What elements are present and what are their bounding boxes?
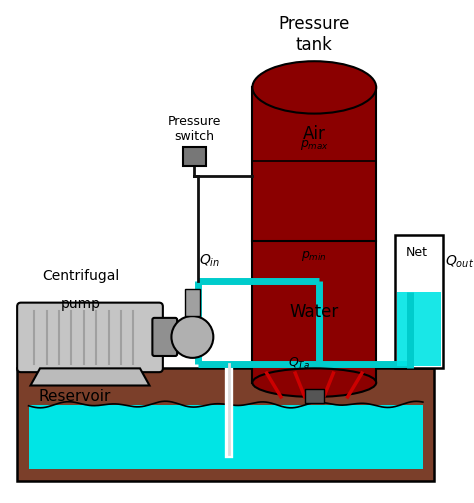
Text: pump: pump <box>61 297 101 311</box>
Text: Water: Water <box>290 303 339 321</box>
Text: Air: Air <box>303 125 326 143</box>
Text: $p_{min}$: $p_{min}$ <box>301 248 327 263</box>
Bar <box>183 147 206 166</box>
Text: Centrifugal: Centrifugal <box>42 269 119 283</box>
Text: $Q_{in}$: $Q_{in}$ <box>199 253 220 269</box>
Bar <box>397 292 441 367</box>
Text: $p_{max}$: $p_{max}$ <box>300 138 329 152</box>
Bar <box>28 404 423 469</box>
Bar <box>185 289 200 316</box>
FancyBboxPatch shape <box>152 318 177 356</box>
Text: Pressure
switch: Pressure switch <box>168 115 221 143</box>
Text: $Q_{out}$: $Q_{out}$ <box>445 254 474 271</box>
Text: Reservoir: Reservoir <box>38 389 110 404</box>
Text: Net: Net <box>406 246 428 260</box>
Bar <box>305 389 324 402</box>
FancyBboxPatch shape <box>17 303 163 372</box>
Text: $Q_{Ta}$: $Q_{Ta}$ <box>288 356 310 371</box>
Polygon shape <box>30 368 149 385</box>
Ellipse shape <box>252 61 376 114</box>
Bar <box>17 368 434 481</box>
Text: Pressure
tank: Pressure tank <box>279 15 350 54</box>
Bar <box>252 88 376 383</box>
Circle shape <box>172 316 213 358</box>
Bar <box>395 235 443 368</box>
Ellipse shape <box>252 368 376 397</box>
